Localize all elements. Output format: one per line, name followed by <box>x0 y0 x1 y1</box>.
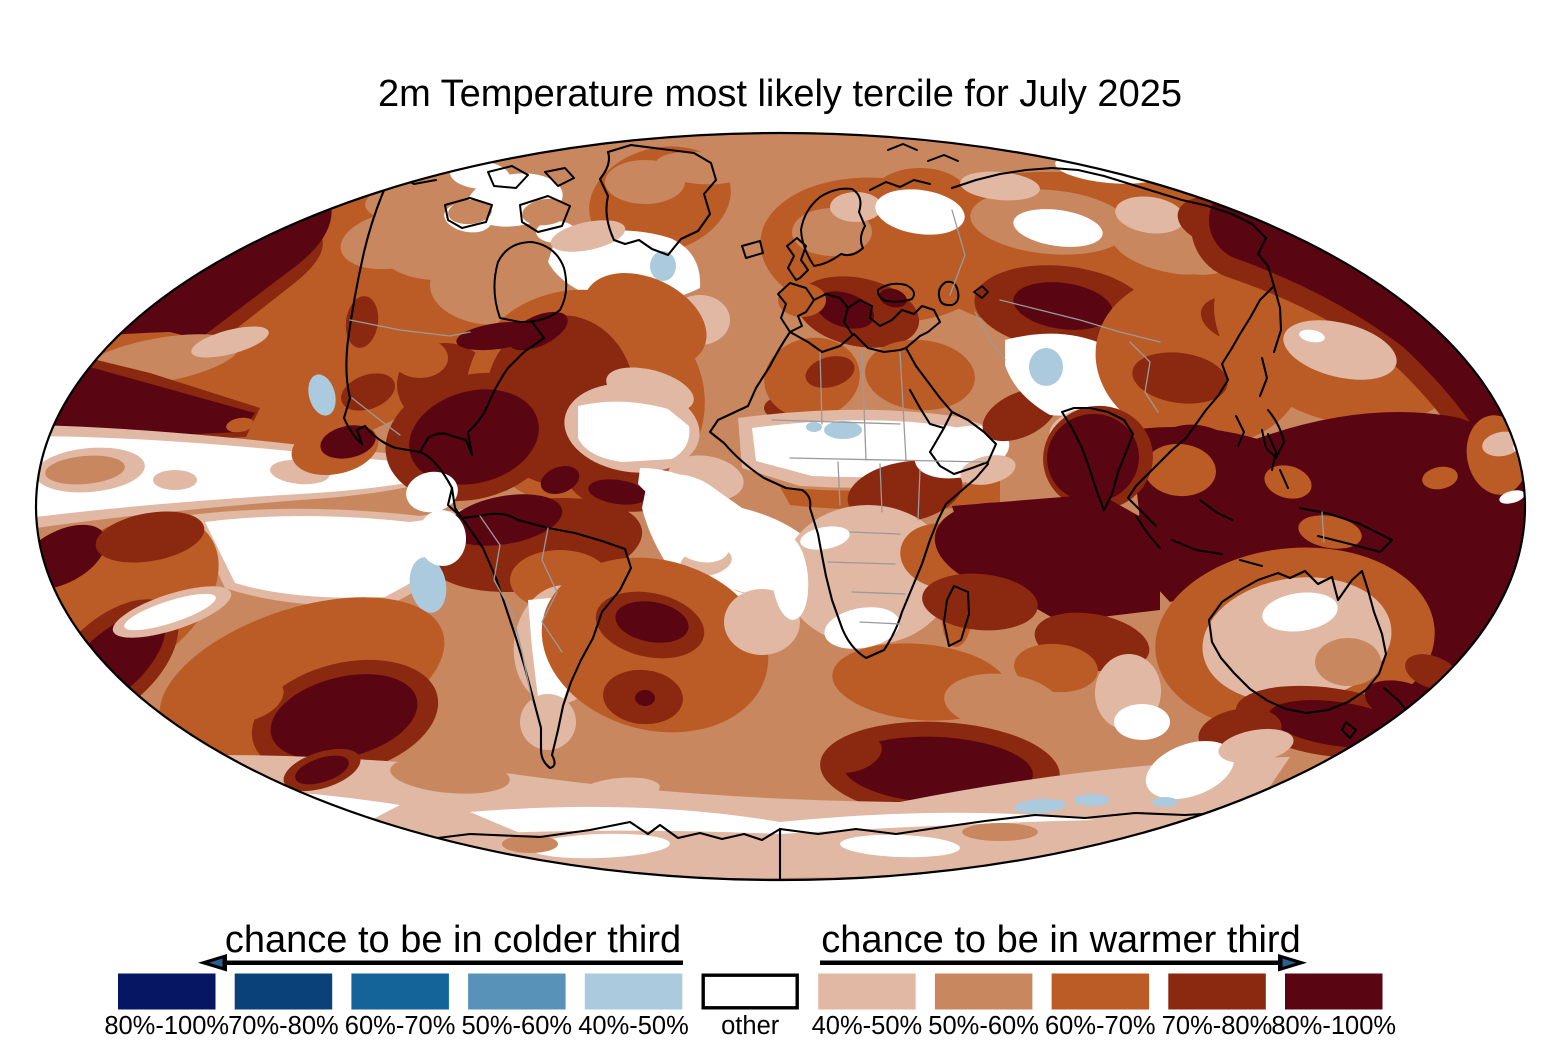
svg-text:2m Temperature most likely ter: 2m Temperature most likely tercile for J… <box>378 73 1182 115</box>
svg-text:chance to be in colder third: chance to be in colder third <box>225 919 681 961</box>
svg-text:70%-80%: 70%-80% <box>1162 1012 1273 1040</box>
svg-text:50%-60%: 50%-60% <box>928 1012 1039 1040</box>
svg-text:other: other <box>721 1012 780 1040</box>
svg-text:50%-60%: 50%-60% <box>462 1012 573 1040</box>
svg-text:40%-50%: 40%-50% <box>812 1012 923 1040</box>
svg-text:80%-100%: 80%-100% <box>1271 1012 1396 1040</box>
svg-text:60%-70%: 60%-70% <box>345 1012 456 1040</box>
svg-text:70%-80%: 70%-80% <box>228 1012 339 1040</box>
svg-text:40%-50%: 40%-50% <box>578 1012 689 1040</box>
svg-text:chance to be in warmer third: chance to be in warmer third <box>821 919 1300 961</box>
svg-text:60%-70%: 60%-70% <box>1045 1012 1156 1040</box>
svg-text:80%-100%: 80%-100% <box>104 1012 229 1040</box>
